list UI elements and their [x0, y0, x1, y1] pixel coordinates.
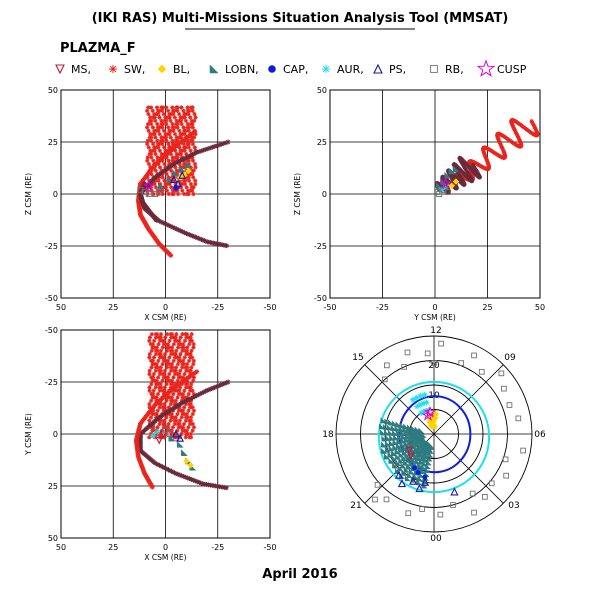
- x-tick-label: -50: [323, 303, 336, 312]
- y-axis-label: Z CSM (RE): [24, 173, 33, 215]
- sw-point: [170, 105, 174, 109]
- asterisk-icon: [109, 65, 117, 73]
- y-tick-label: -25: [45, 242, 58, 251]
- sw-point: [191, 142, 195, 146]
- sw-point: [189, 182, 193, 186]
- y-tick-label: 25: [48, 138, 58, 147]
- y-tick-label: 0: [322, 190, 327, 199]
- legend-label: PS,: [389, 63, 406, 76]
- sw-point: [186, 112, 190, 116]
- x-tick-label: 25: [108, 303, 118, 312]
- sw-point: [145, 142, 149, 146]
- filled-circle-icon: [268, 65, 276, 73]
- legend-label: BL,: [173, 63, 190, 76]
- figure-title: (IKI RAS) Multi-Missions Situation Analy…: [92, 11, 509, 26]
- y-tick-label: 25: [317, 138, 327, 147]
- legend: MS, SW, BL, LOBN, CAP, AUR, PS, RB, CUSP: [56, 61, 527, 76]
- y-tick-label: -50: [314, 294, 327, 303]
- sw-point: [193, 162, 197, 166]
- star-burst-icon: [322, 65, 330, 73]
- sw-point: [193, 145, 197, 149]
- sw-point: [183, 179, 187, 183]
- y-tick-label: 0: [53, 190, 58, 199]
- legend-label: CAP,: [283, 63, 308, 76]
- x-axis-label: X CSM (RE): [144, 313, 186, 322]
- sw-point: [183, 149, 187, 153]
- x-tick-label: 0: [432, 303, 437, 312]
- orbit-point: [224, 243, 229, 248]
- x-tick-label: 50: [535, 303, 545, 312]
- sw-point: [146, 155, 150, 159]
- sw-point: [153, 135, 157, 139]
- x-tick-label: -25: [376, 303, 389, 312]
- orbit-point: [168, 253, 173, 258]
- mission-label: PLAZMA_F: [60, 41, 136, 56]
- sw-point: [167, 159, 171, 163]
- x-tick-label: -50: [263, 303, 276, 312]
- legend-label: AUR,: [337, 63, 364, 76]
- sw-point: [176, 105, 180, 109]
- legend-label: RB,: [445, 63, 464, 76]
- sw-point: [191, 159, 195, 163]
- x-tick-label: 0: [163, 303, 168, 312]
- sw-point: [161, 139, 165, 143]
- y-axis-label: Z CSM (RE): [293, 173, 302, 215]
- orbit-point: [154, 218, 159, 223]
- legend-label: SW,: [124, 63, 145, 76]
- y-tick-label: 50: [317, 86, 327, 95]
- sw-point: [155, 105, 159, 109]
- sw-point: [149, 105, 153, 109]
- sw-point: [156, 145, 160, 149]
- sw-point: [190, 105, 194, 109]
- y-tick-label: 50: [48, 86, 58, 95]
- x-axis-label: Y CSM (RE): [413, 313, 456, 322]
- x-tick-label: -25: [211, 303, 224, 312]
- y-tick-label: -50: [45, 294, 58, 303]
- sw-point: [155, 122, 159, 126]
- sw-point: [176, 192, 180, 196]
- sw-point: [171, 129, 175, 133]
- x-tick-label: 50: [56, 303, 66, 312]
- sw-point: [164, 105, 168, 109]
- legend-label: CUSP: [497, 63, 527, 76]
- x-tick-label: 25: [482, 303, 492, 312]
- legend-label: LOBN,: [225, 63, 259, 76]
- sw-point: [180, 122, 184, 126]
- legend-label: MS,: [71, 63, 91, 76]
- y-tick-label: -25: [314, 242, 327, 251]
- sw-point: [179, 105, 183, 109]
- sw-point: [166, 142, 170, 146]
- sw-point: [153, 152, 157, 156]
- sw-point: [191, 175, 195, 179]
